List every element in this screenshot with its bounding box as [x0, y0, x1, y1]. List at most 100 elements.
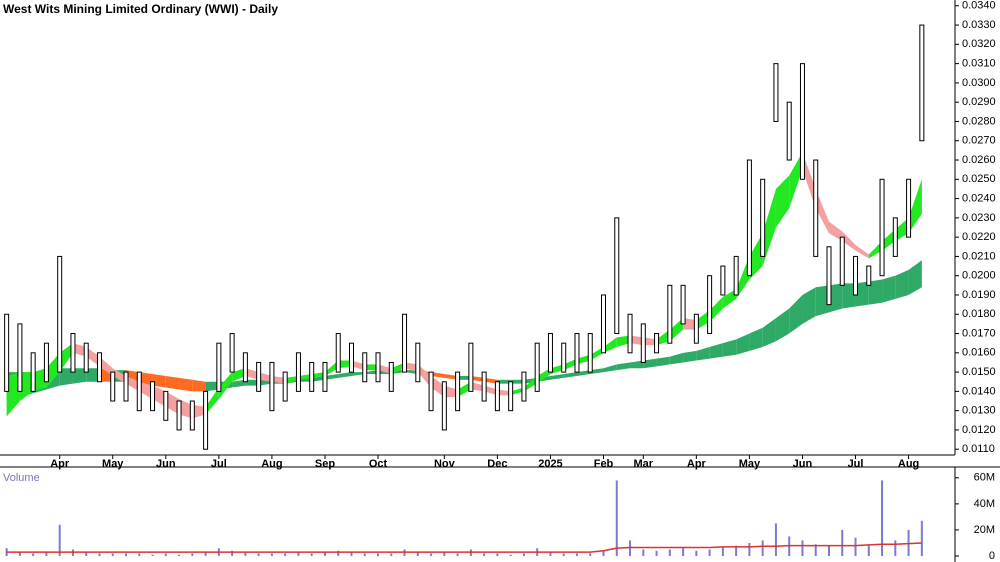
volume-bar: [814, 544, 817, 556]
chart-title: West Wits Mining Limited Ordinary (WWI) …: [3, 2, 278, 16]
short-band-segment: [46, 352, 60, 388]
volume-tick-label: 0: [989, 550, 995, 562]
volume-bar: [98, 553, 101, 556]
long-band-segment: [311, 375, 325, 382]
short-band-segment: [895, 217, 909, 241]
price-bar: [547, 333, 553, 373]
short-band-segment: [152, 385, 166, 407]
long-band-segment: [576, 370, 591, 376]
x-tick-label: Nov: [434, 458, 456, 470]
volume-bar: [549, 552, 552, 556]
volume-bar: [920, 520, 923, 556]
volume-bar: [297, 552, 300, 556]
short-band-segment: [484, 385, 498, 396]
x-tick-label: Aug: [898, 458, 919, 470]
volume-bar: [894, 540, 897, 556]
short-band-segment: [338, 360, 352, 369]
volume-bar: [164, 553, 167, 556]
price-bar: [229, 333, 235, 373]
short-band-segment: [245, 368, 259, 380]
price-bar: [415, 342, 421, 383]
volume-bar: [310, 553, 313, 556]
short-band-segment: [908, 179, 922, 234]
volume-tick-label: 60M: [974, 472, 995, 484]
price-bar: [892, 217, 898, 257]
volume-bar: [615, 480, 618, 556]
volume-bar: [244, 552, 247, 556]
price-bar: [30, 352, 36, 392]
price-bar: [906, 178, 912, 238]
short-band-segment: [285, 375, 299, 384]
short-band-segment: [683, 318, 697, 330]
y-tick-label: 0.0330: [962, 19, 996, 31]
short-band-segment: [59, 343, 73, 373]
price-bar: [574, 333, 580, 373]
short-band-segment: [391, 362, 405, 375]
price-bar: [494, 381, 500, 412]
price-bar: [667, 284, 673, 344]
volume-tick-label: 20M: [974, 524, 995, 536]
long-band-segment: [908, 260, 922, 295]
x-tick-label: Jul: [848, 458, 864, 470]
price-bar: [110, 371, 116, 402]
short-band-segment: [72, 343, 87, 357]
volume-bar: [721, 546, 724, 556]
volume-bar: [58, 524, 61, 556]
price-bar: [654, 333, 660, 354]
short-band-segment: [112, 368, 127, 384]
short-band-segment: [378, 364, 392, 375]
price-bar: [150, 381, 156, 412]
price-bar: [640, 323, 646, 363]
price-bar: [256, 361, 262, 392]
short-band-segment: [431, 375, 445, 398]
volume-ma-line: [6, 542, 922, 553]
x-tick-label: May: [102, 458, 124, 470]
long-band-segment: [762, 318, 776, 348]
price-bar: [388, 361, 394, 392]
volume-bar: [32, 553, 35, 556]
short-band-segment: [179, 399, 193, 419]
long-band-segment: [152, 374, 166, 388]
short-band-segment: [656, 329, 670, 346]
price-bar: [295, 352, 301, 392]
volume-bar: [841, 529, 844, 556]
volume-bar: [430, 553, 433, 556]
volume-bar: [85, 552, 88, 556]
long-band-segment: [855, 281, 869, 307]
price-bar: [322, 361, 328, 392]
price-bar: [561, 342, 567, 373]
price-bar: [508, 381, 514, 412]
long-band-segment: [165, 375, 180, 390]
y-tick-label: 0.0250: [962, 173, 996, 185]
short-band-segment: [510, 387, 524, 396]
volume-tick-label: 40M: [974, 498, 995, 510]
long-band-segment: [603, 364, 617, 373]
short-band-segment: [590, 347, 604, 361]
short-band-segment: [404, 362, 418, 373]
x-tick-label: Dec: [487, 458, 507, 470]
volume-bar: [337, 550, 340, 556]
y-tick-label: 0.0260: [962, 154, 996, 166]
short-band-segment: [789, 152, 803, 209]
short-band-segment: [33, 368, 47, 392]
long-band-segment: [709, 343, 723, 359]
volume-bar: [509, 554, 512, 556]
short-band-segment: [603, 337, 617, 353]
price-bar: [919, 24, 925, 142]
short-band-segment: [775, 175, 790, 228]
short-band-segment: [736, 256, 750, 299]
short-band-segment: [669, 318, 684, 342]
price-bar: [123, 371, 129, 402]
long-band-segment: [828, 283, 843, 313]
x-tick-label: May: [739, 458, 761, 470]
price-bar: [83, 342, 89, 373]
x-tick-label: Aug: [261, 458, 282, 470]
price-bar: [799, 63, 805, 180]
long-band-segment: [630, 360, 644, 369]
price-bar: [587, 333, 593, 373]
volume-bar: [350, 552, 353, 556]
long-band-segment: [616, 362, 631, 371]
volume-bar: [735, 545, 738, 556]
short-band-segment: [815, 188, 829, 234]
volume-bar: [655, 550, 658, 556]
